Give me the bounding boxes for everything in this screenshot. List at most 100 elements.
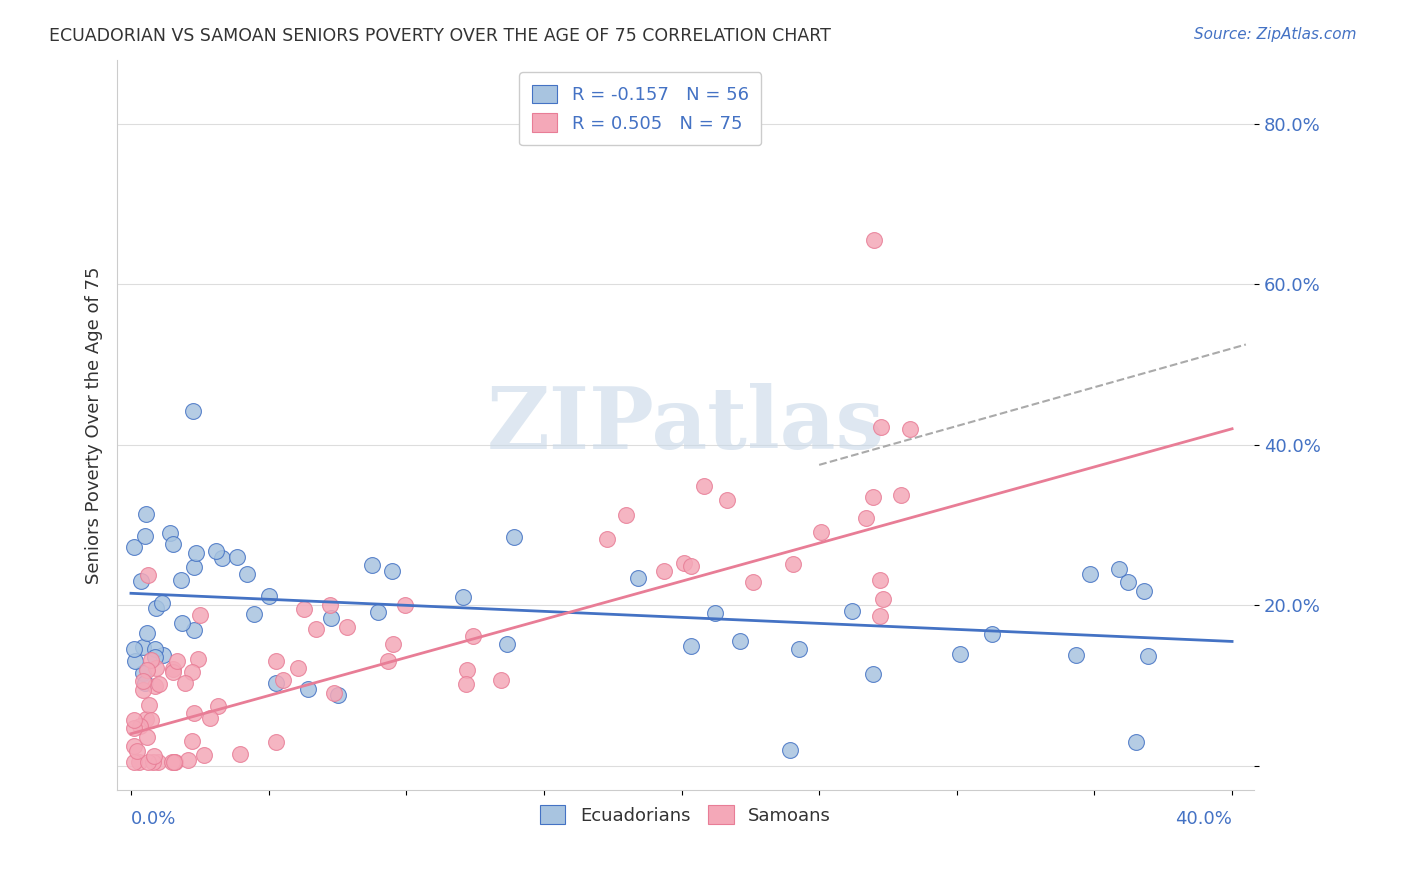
- Point: [207, 699, 229, 714]
- Point: [451, 591, 474, 605]
- Point: [148, 677, 170, 691]
- Point: [165, 755, 187, 769]
- Point: [125, 744, 148, 758]
- Point: [159, 525, 181, 540]
- Point: [730, 634, 752, 648]
- Point: [596, 533, 619, 547]
- Point: [135, 713, 157, 727]
- Point: [150, 596, 173, 610]
- Point: [869, 608, 891, 623]
- Point: [188, 607, 211, 622]
- Point: [136, 626, 159, 640]
- Point: [264, 676, 287, 690]
- Point: [461, 629, 484, 643]
- Point: [949, 647, 972, 661]
- Point: [679, 639, 702, 653]
- Point: [134, 675, 156, 690]
- Legend: Ecuadorians, Samoans: Ecuadorians, Samoans: [530, 795, 842, 836]
- Point: [124, 654, 146, 668]
- Point: [693, 479, 716, 493]
- Point: [703, 606, 725, 620]
- Point: [172, 615, 194, 630]
- Point: [869, 573, 891, 587]
- Point: [135, 663, 157, 677]
- Point: [782, 557, 804, 571]
- Point: [160, 755, 183, 769]
- Point: [1078, 567, 1101, 582]
- Point: [211, 550, 233, 565]
- Point: [872, 591, 894, 606]
- Point: [336, 620, 359, 634]
- Point: [489, 673, 512, 687]
- Point: [841, 604, 863, 618]
- Point: [163, 755, 186, 769]
- Point: [225, 550, 247, 565]
- Point: [122, 540, 145, 554]
- Point: [502, 530, 524, 544]
- Point: [890, 488, 912, 502]
- Point: [129, 719, 152, 733]
- Point: [131, 674, 153, 689]
- Point: [136, 755, 159, 769]
- Point: [235, 567, 257, 582]
- Point: [264, 734, 287, 748]
- Point: [229, 747, 252, 761]
- Point: [134, 529, 156, 543]
- Text: Source: ZipAtlas.com: Source: ZipAtlas.com: [1194, 27, 1357, 42]
- Point: [626, 571, 648, 585]
- Point: [131, 640, 153, 655]
- Point: [292, 601, 315, 615]
- Point: [1133, 583, 1156, 598]
- Point: [456, 663, 478, 677]
- Point: [132, 683, 155, 698]
- Point: [166, 655, 188, 669]
- Point: [870, 420, 893, 434]
- Point: [174, 675, 197, 690]
- Point: [145, 660, 167, 674]
- Point: [1125, 735, 1147, 749]
- Point: [141, 713, 163, 727]
- Point: [162, 537, 184, 551]
- Point: [143, 679, 166, 693]
- Point: [377, 654, 399, 668]
- Point: [122, 755, 145, 769]
- Point: [193, 747, 215, 762]
- Point: [142, 755, 165, 769]
- Point: [243, 607, 266, 622]
- Point: [184, 546, 207, 560]
- Point: [122, 642, 145, 657]
- Point: [264, 654, 287, 668]
- Point: [673, 556, 696, 570]
- Point: [382, 637, 405, 651]
- Point: [136, 730, 159, 744]
- Point: [1108, 562, 1130, 576]
- Point: [162, 662, 184, 676]
- Point: [319, 598, 342, 612]
- Point: [1136, 649, 1159, 664]
- Point: [898, 422, 921, 436]
- Point: [716, 493, 738, 508]
- Point: [321, 611, 343, 625]
- Point: [361, 558, 384, 573]
- Point: [454, 677, 477, 691]
- Point: [183, 560, 205, 574]
- Point: [139, 653, 162, 667]
- Point: [863, 233, 886, 247]
- Point: [652, 564, 675, 578]
- Point: [135, 507, 157, 521]
- Point: [810, 525, 832, 540]
- Point: [122, 713, 145, 727]
- Point: [367, 605, 389, 619]
- Point: [136, 568, 159, 582]
- Point: [287, 661, 309, 675]
- Point: [122, 721, 145, 735]
- Point: [129, 574, 152, 588]
- Point: [131, 666, 153, 681]
- Point: [143, 641, 166, 656]
- Point: [855, 511, 877, 525]
- Point: [394, 598, 416, 612]
- Point: [862, 491, 884, 505]
- Point: [1116, 575, 1139, 590]
- Point: [122, 739, 145, 754]
- Point: [496, 637, 519, 651]
